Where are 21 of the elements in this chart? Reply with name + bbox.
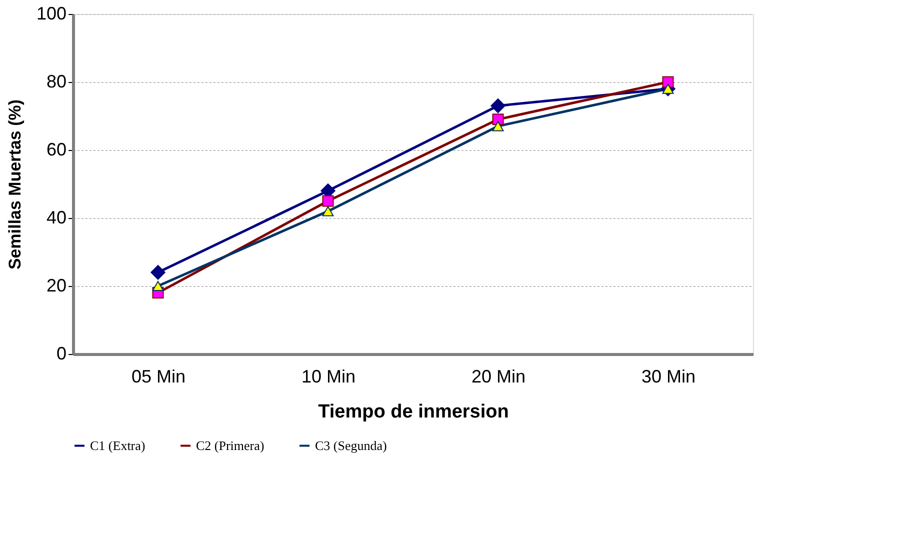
- point: [150, 265, 166, 280]
- legend-label: C1 (Extra): [90, 438, 146, 453]
- y-tick-label: 20: [46, 276, 66, 296]
- x-tick-label: 05 Min: [131, 366, 186, 386]
- x-axis-title: Tiempo de inmersion: [318, 402, 509, 422]
- point: [490, 98, 506, 114]
- x-tick-label: 10 Min: [301, 366, 356, 386]
- point: [492, 121, 504, 132]
- point: [322, 206, 334, 216]
- y-tick-label: 60: [46, 140, 66, 160]
- y-axis-title: Semillas Muertas (%): [5, 99, 24, 270]
- y-tick-label: 80: [46, 72, 66, 92]
- x-tick-label: 30 Min: [641, 366, 696, 386]
- y-tick-label: 40: [46, 208, 66, 228]
- point: [322, 195, 334, 207]
- point: [152, 280, 164, 292]
- y-tick-label: 100: [36, 4, 66, 24]
- legend-label: C3 (Segunda): [315, 438, 387, 453]
- legend-label: C2 (Primera): [196, 438, 264, 453]
- y-tick-label: 0: [56, 344, 66, 364]
- x-tick-label: 20 Min: [471, 366, 526, 386]
